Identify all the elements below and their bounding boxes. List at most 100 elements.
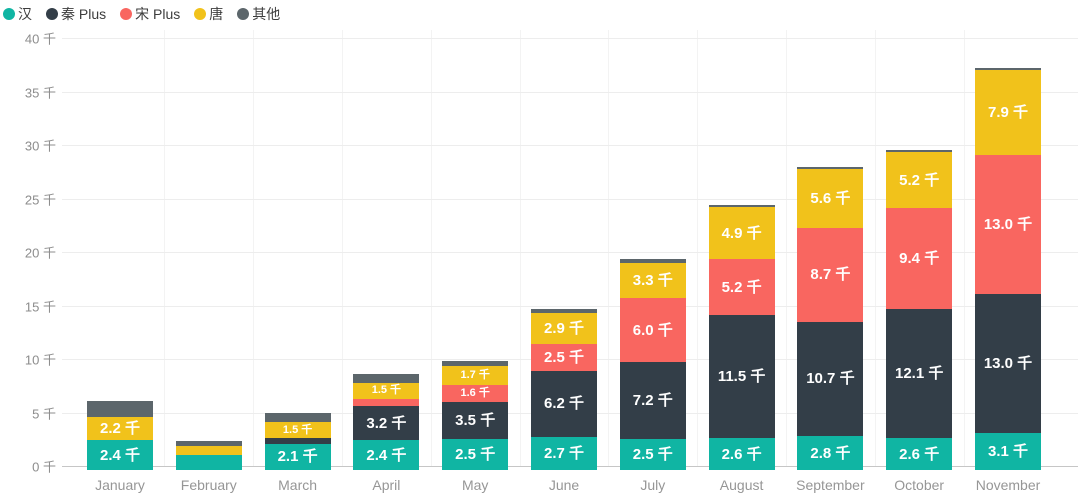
legend-dot-icon (194, 8, 207, 20)
vertical-gridline (874, 30, 876, 466)
bar-segment[interactable] (353, 398, 420, 407)
legend-item-5[interactable]: 其他 (237, 4, 280, 24)
legend-item-label: 宋 Plus (135, 6, 181, 22)
bar-segment[interactable] (886, 150, 953, 153)
legend-item-3[interactable]: 宋 Plus (120, 4, 180, 24)
x-axis-category-label: February (180, 477, 237, 493)
bar-segment[interactable]: 4.9 千 (708, 207, 775, 260)
vertical-gridline (430, 30, 432, 466)
bar-segment-value-label: 8.7 千 (810, 266, 851, 284)
bar-segment[interactable] (264, 438, 331, 444)
bar-segment-value-label: 9.4 千 (899, 249, 940, 267)
bar-segment[interactable]: 2.6 千 (708, 438, 775, 470)
bar-segment[interactable] (531, 308, 597, 313)
bar-segment[interactable] (87, 400, 153, 417)
bar-segment[interactable] (619, 259, 686, 263)
bar-segment-value-label: 2.6 千 (899, 445, 940, 463)
bar-segment[interactable]: 2.4 千 (87, 440, 153, 470)
bar-segment[interactable]: 2.5 千 (619, 439, 686, 470)
horizontal-gridline (62, 91, 1078, 93)
legend-item-2[interactable]: 秦 Plus (46, 4, 106, 24)
bar-segment[interactable]: 12.1 千 (886, 308, 953, 439)
x-axis-category-label: January (95, 477, 145, 493)
x-axis-category-label: May (461, 477, 489, 493)
bar-segment[interactable]: 3.5 千 (442, 401, 509, 440)
bar-segment-value-label: 7.2 千 (632, 392, 673, 410)
bar-segment[interactable]: 2.5 千 (442, 439, 509, 470)
bar-segment[interactable]: 10.7 千 (797, 321, 864, 437)
x-axis-category-label: November (975, 477, 1041, 493)
vertical-gridline (164, 30, 166, 466)
legend-item-label: 汉 (18, 6, 32, 22)
bar-segment[interactable]: 3.3 千 (619, 262, 686, 298)
bar-segment-value-label: 2.7 千 (543, 445, 585, 463)
bar-segment[interactable] (353, 373, 420, 383)
bar-segment[interactable]: 2.8 千 (797, 436, 864, 470)
bar-segment-value-label: 6.2 千 (543, 395, 585, 413)
bar-segment[interactable]: 6.2 千 (531, 370, 597, 438)
legend-dot-icon (3, 8, 15, 20)
y-axis-tick-label: 15 千 (24, 299, 56, 314)
bar-segment[interactable]: 2.4 千 (353, 440, 420, 470)
bar-segment[interactable]: 2.7 千 (531, 437, 597, 470)
bar-segment[interactable]: 1.6 千 (442, 384, 509, 402)
bar-segment[interactable]: 2.9 千 (531, 312, 597, 344)
bar-segment[interactable]: 1.5 千 (264, 422, 331, 439)
bar-segment[interactable]: 8.7 千 (797, 228, 864, 322)
bar-segment-value-label: 3.2 千 (366, 414, 407, 432)
x-axis-category-label: August (719, 477, 764, 493)
bar-segment[interactable] (442, 361, 509, 367)
vertical-gridline (342, 30, 343, 466)
bar-segment[interactable]: 2.6 千 (886, 438, 953, 470)
bar-segment-value-label: 2.5 千 (543, 348, 585, 366)
bar-segment-value-label: 2.6 千 (721, 445, 762, 463)
bar-segment[interactable] (708, 204, 775, 208)
bar-segment[interactable]: 5.2 千 (708, 259, 775, 316)
bar-segment-value-label: 5.6 千 (810, 189, 851, 207)
bar-segment-value-label: 13.0 千 (983, 354, 1033, 372)
bar-segment[interactable] (175, 441, 242, 446)
bar-segment[interactable]: 2.2 千 (87, 416, 153, 441)
bar-segment[interactable]: 7.9 千 (975, 70, 1041, 155)
bar-segment[interactable] (264, 412, 331, 423)
bar-segment[interactable]: 3.2 千 (353, 406, 420, 441)
bar-segment[interactable]: 7.2 千 (619, 362, 686, 440)
x-axis-category-label: October (894, 477, 945, 493)
bar-segment[interactable]: 13.0 千 (975, 154, 1041, 294)
legend-dot-icon (120, 8, 133, 20)
bar-segment[interactable]: 1.5 千 (353, 382, 420, 399)
bar-segment[interactable]: 13.0 千 (975, 293, 1041, 433)
x-axis-category-label: July (640, 477, 666, 493)
bar-segment[interactable]: 11.5 千 (708, 315, 775, 439)
bar-segment-value-label: 2.4 千 (99, 446, 141, 464)
bar-segment-value-label: 13.0 千 (983, 215, 1033, 233)
bar-segment[interactable]: 5.2 千 (886, 152, 953, 209)
vertical-gridline (253, 30, 255, 466)
bar-segment-value-label: 1.5 千 (371, 384, 402, 397)
vertical-gridline (697, 30, 699, 466)
bar-segment-value-label: 3.3 千 (632, 271, 673, 289)
bar-segment-value-label: 7.9 千 (987, 103, 1029, 121)
legend-item-4[interactable]: 唐 (194, 4, 223, 24)
vertical-gridline (963, 30, 965, 466)
x-axis-category-label: March (278, 477, 318, 493)
vertical-gridline (519, 30, 521, 466)
bar-segment[interactable]: 2.1 千 (264, 443, 331, 470)
bar-segment[interactable]: 2.5 千 (531, 344, 597, 371)
bar-segment[interactable]: 5.6 千 (797, 168, 864, 229)
bar-segment[interactable]: 3.1 千 (975, 432, 1041, 470)
bar-segment[interactable]: 9.4 千 (886, 208, 953, 309)
horizontal-gridline (62, 305, 1078, 307)
bar-segment[interactable] (975, 67, 1041, 71)
bar-segment-value-label: 5.2 千 (721, 278, 762, 296)
bar-segment-value-label: 2.2 千 (99, 420, 141, 438)
bar-segment[interactable] (175, 445, 242, 456)
legend-item-1[interactable]: 汉 (3, 4, 32, 24)
bar-segment-value-label: 4.9 千 (721, 224, 762, 242)
legend-item-label: 秦 Plus (61, 6, 107, 22)
bar-segment[interactable] (175, 455, 242, 470)
bar-segment[interactable]: 6.0 千 (619, 298, 686, 363)
bar-segment[interactable] (797, 167, 864, 169)
bar-segment[interactable]: 1.7 千 (442, 366, 509, 385)
